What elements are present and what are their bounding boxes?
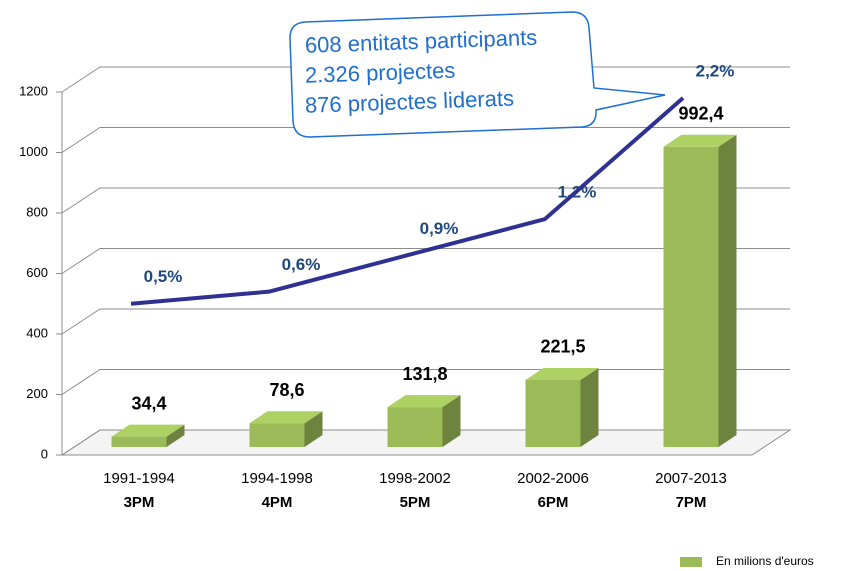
y-tick-label: 400 <box>26 325 48 340</box>
x-tick-label: 1998-2002 <box>379 470 451 487</box>
data-label: 0,5% <box>144 267 183 286</box>
data-label: 131,8 <box>402 364 447 384</box>
x-tick-sublabel: 6PM <box>538 494 569 511</box>
legend-swatch <box>680 557 702 567</box>
bar-top <box>663 134 737 147</box>
bar-top <box>525 367 599 380</box>
y-tick-label: 1000 <box>19 144 48 159</box>
x-tick-label: 2002-2006 <box>517 470 589 487</box>
callout: 608 entitats participants 2.326 projecte… <box>289 11 666 138</box>
bar-side <box>304 411 323 447</box>
x-tick-label: 1994-1998 <box>241 470 313 487</box>
annotation: 2.326 projectes <box>305 58 456 88</box>
bar-side <box>166 424 185 447</box>
x-tick-label: 1991-1994 <box>103 470 175 487</box>
bar-top <box>249 411 323 424</box>
legend-label: En milions d'euros <box>716 554 814 568</box>
data-label: 0,6% <box>282 255 321 274</box>
bar-top <box>111 424 185 437</box>
bar <box>111 436 167 447</box>
bar-side <box>442 395 461 447</box>
data-label: 78,6 <box>269 380 304 400</box>
bar-side <box>580 367 599 447</box>
bar <box>249 423 305 447</box>
y-tick-label: 200 <box>26 386 48 401</box>
data-label: 221,5 <box>540 337 585 357</box>
y-tick-label: 600 <box>26 265 48 280</box>
x-tick-sublabel: 5PM <box>400 494 431 511</box>
data-label: 992,4 <box>678 104 723 124</box>
x-tick-sublabel: 7PM <box>676 494 707 511</box>
x-tick-sublabel: 3PM <box>124 494 155 511</box>
data-label: 0,9% <box>420 219 459 238</box>
x-tick-sublabel: 4PM <box>262 494 293 511</box>
grid-line <box>61 187 790 214</box>
grid-line <box>61 308 790 335</box>
line <box>130 96 685 306</box>
bar-top <box>387 395 461 408</box>
x-tick-label: 2007-2013 <box>655 470 727 487</box>
bar <box>525 379 581 447</box>
y-tick-label: 800 <box>26 204 48 219</box>
data-label: 34,4 <box>131 393 166 413</box>
bar-side <box>718 134 737 447</box>
y-tick-label: 0 <box>41 446 48 461</box>
grid-line <box>61 248 790 274</box>
bar <box>387 407 443 447</box>
data-label: 2,2% <box>696 62 735 81</box>
y-tick-label: 1200 <box>19 83 48 98</box>
callout-shape <box>289 11 666 138</box>
bar <box>663 146 719 447</box>
